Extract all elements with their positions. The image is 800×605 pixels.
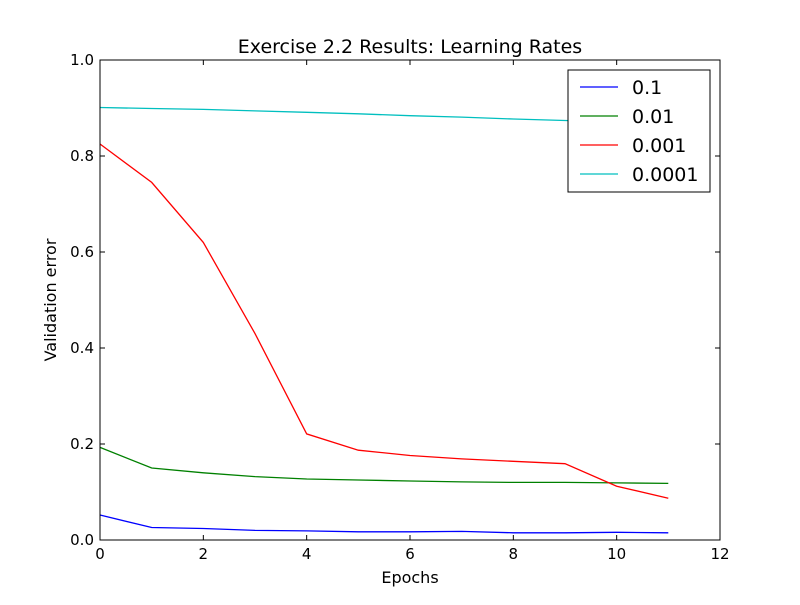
- y-tick-label: 1.0: [70, 51, 94, 69]
- legend-label-1: 0.01: [632, 106, 674, 128]
- y-axis-label: Validation error: [41, 238, 60, 361]
- x-tick-label: 0: [95, 545, 105, 563]
- x-axis-label: Epochs: [381, 568, 438, 587]
- legend-label-3: 0.0001: [632, 164, 698, 186]
- legend-label-2: 0.001: [632, 135, 686, 157]
- y-tick-label: 0.4: [70, 339, 94, 357]
- y-tick-label: 0.6: [70, 243, 94, 261]
- x-tick-label: 8: [509, 545, 519, 563]
- legend-box: [567, 69, 711, 193]
- x-tick-label: 12: [710, 545, 729, 563]
- y-tick-label: 0.0: [70, 531, 94, 549]
- x-tick-label: 2: [199, 545, 209, 563]
- y-tick-label: 0.8: [70, 147, 94, 165]
- legend-label-0: 0.1: [632, 77, 662, 99]
- x-tick-label: 6: [405, 545, 415, 563]
- chart-title: Exercise 2.2 Results: Learning Rates: [238, 36, 582, 58]
- x-tick-label: 10: [607, 545, 626, 563]
- legend: 0.1 0.01 0.001 0.0001: [567, 69, 711, 193]
- series-line-2: [99, 143, 669, 499]
- x-tick-label: 4: [302, 545, 312, 563]
- series-line-1: [99, 446, 669, 485]
- ticks-layer: 0 2 4 6 8 10 12 0.0 0.2 0.4 0.6 0.8 1.0: [70, 51, 729, 563]
- series-layer: [99, 106, 669, 534]
- series-line-0: [99, 514, 669, 534]
- y-tick-label: 0.2: [70, 435, 94, 453]
